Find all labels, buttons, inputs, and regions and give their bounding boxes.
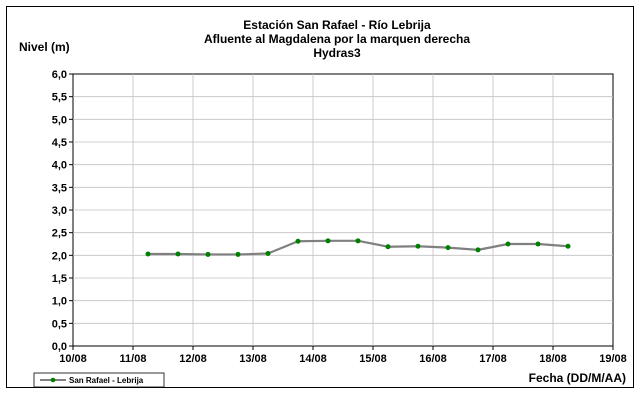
y-tick-label: 4,0 bbox=[52, 160, 67, 172]
y-tick-label: 0,0 bbox=[52, 341, 67, 353]
x-tick-label: 16/08 bbox=[419, 353, 447, 365]
chart-title-line-1: Estación San Rafael - Río Lebrija bbox=[243, 18, 431, 32]
x-axis-ticks: 10/08 11/08 12/08 13/08 14/08 15/08 16/08 17/08… bbox=[59, 346, 627, 365]
data-point bbox=[505, 241, 511, 247]
data-point bbox=[355, 238, 361, 244]
series-group bbox=[145, 238, 571, 257]
x-tick-label: 17/08 bbox=[479, 353, 507, 365]
data-point bbox=[565, 243, 571, 249]
y-tick-label: 5,0 bbox=[52, 114, 67, 126]
y-tick-label: 1,0 bbox=[52, 296, 67, 308]
data-point bbox=[295, 238, 301, 244]
y-tick-label: 0,5 bbox=[52, 318, 67, 330]
data-point bbox=[265, 251, 271, 257]
y-tick-label: 6,0 bbox=[52, 69, 67, 81]
x-tick-label: 19/08 bbox=[599, 353, 627, 365]
chart-title: Estación San Rafael - Río Lebrija Afluen… bbox=[204, 18, 470, 60]
data-point bbox=[205, 251, 211, 257]
data-point bbox=[445, 245, 451, 251]
x-axis-title: Fecha (DD/M/AA) bbox=[529, 371, 626, 385]
legend-box bbox=[33, 372, 165, 388]
x-tick-label: 13/08 bbox=[239, 353, 267, 365]
y-tick-label: 3,0 bbox=[52, 205, 67, 217]
y-axis-title: Nivel (m) bbox=[19, 40, 70, 54]
x-tick-label: 18/08 bbox=[539, 353, 567, 365]
x-tick-label: 11/08 bbox=[120, 353, 147, 365]
data-point bbox=[235, 251, 241, 257]
chart-title-line-2: Afluente al Magdalena por la marquen der… bbox=[204, 32, 470, 46]
x-tick-label: 12/08 bbox=[179, 353, 207, 365]
data-point bbox=[385, 244, 391, 250]
data-point bbox=[175, 251, 181, 257]
x-tick-label: 10/08 bbox=[59, 353, 87, 365]
grid-lines bbox=[73, 74, 613, 346]
y-tick-label: 4,5 bbox=[52, 137, 67, 149]
data-point bbox=[145, 251, 151, 257]
data-point bbox=[535, 241, 541, 247]
y-axis-ticks: 0,0 0,5 1,0 1,5 2,0 2,5 3,0 3,5 4,0 4,5 5,0 5,5 6,0 bbox=[52, 69, 73, 353]
data-point bbox=[475, 247, 481, 253]
data-point bbox=[415, 243, 421, 249]
legend-entry-label: San Rafael - Lebrija bbox=[69, 376, 144, 385]
legend: San Rafael - Lebrija bbox=[33, 372, 165, 388]
chart-title-line-3: Hydras3 bbox=[313, 46, 361, 60]
data-point bbox=[325, 238, 331, 244]
x-tick-label: 14/08 bbox=[299, 353, 327, 365]
legend-marker-swatch bbox=[50, 377, 56, 383]
y-tick-label: 2,0 bbox=[52, 250, 67, 262]
y-tick-label: 1,5 bbox=[52, 273, 67, 285]
x-tick-label: 15/08 bbox=[359, 353, 387, 365]
y-tick-label: 5,5 bbox=[52, 92, 67, 104]
y-tick-label: 2,5 bbox=[52, 228, 67, 240]
y-tick-label: 3,5 bbox=[52, 182, 67, 194]
